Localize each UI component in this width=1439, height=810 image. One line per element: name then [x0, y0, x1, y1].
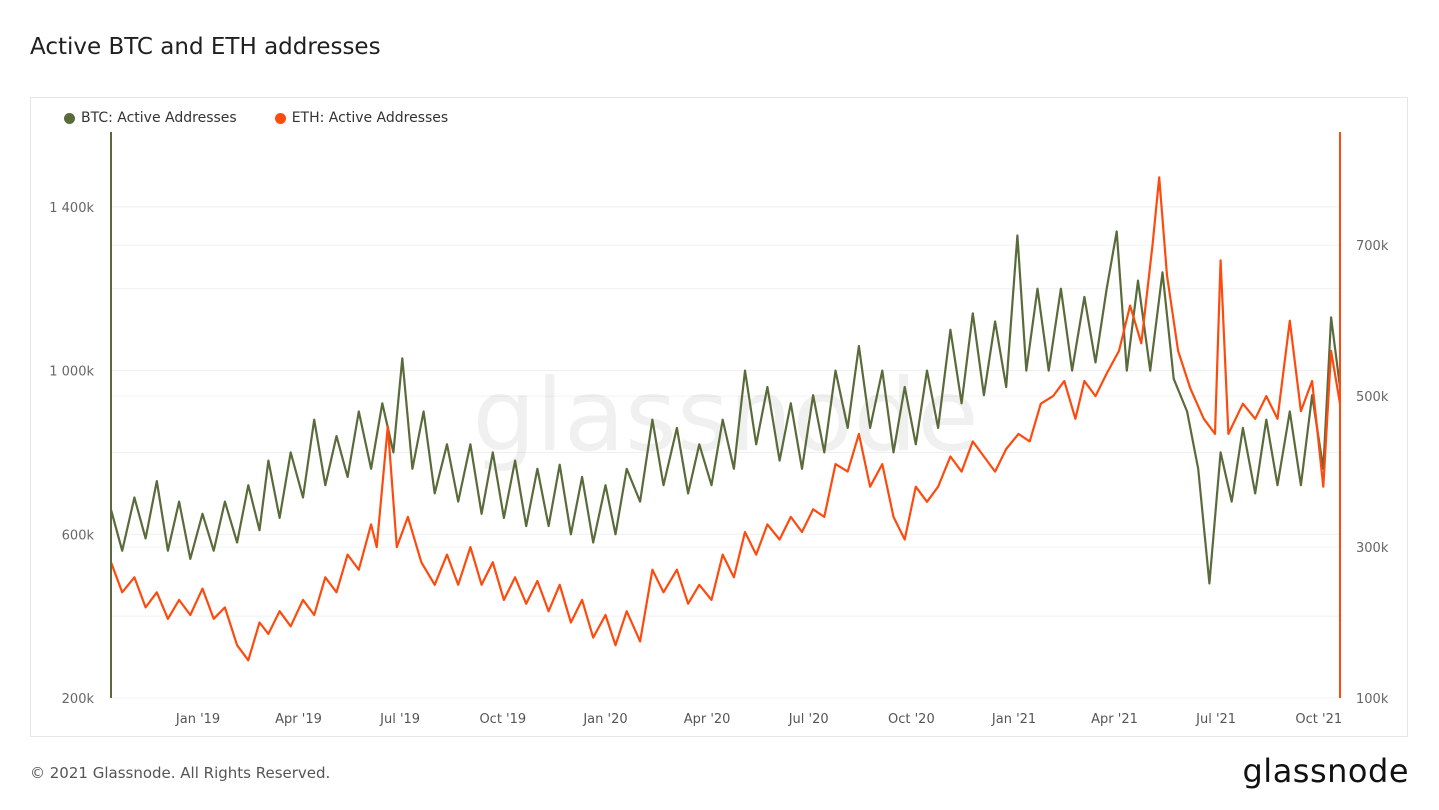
x-tick-label: Jan '21	[991, 712, 1036, 727]
x-tick-label: Oct '21	[1295, 712, 1342, 727]
y-right-tick-label: 700k	[1356, 239, 1389, 254]
y-left-tick-label: 200k	[62, 692, 95, 707]
x-tick-label: Apr '21	[1091, 712, 1138, 727]
x-tick-label: Jan '19	[175, 712, 220, 727]
y-left-tick-label: 1 000k	[49, 365, 94, 380]
legend-label-btc: BTC: Active Addresses	[81, 110, 237, 126]
legend-item-eth[interactable]: ETH: Active Addresses	[274, 110, 449, 126]
y-right-tick-label: 500k	[1356, 390, 1389, 405]
series-line-btc	[109, 230, 1342, 585]
chart-title: Active BTC and ETH addresses	[30, 34, 381, 60]
series-line-eth	[109, 176, 1342, 662]
watermark: glassnode	[472, 357, 978, 474]
chart-frame	[30, 97, 1408, 737]
glassnode-logo: glassnode	[1242, 752, 1409, 790]
legend-label-eth: ETH: Active Addresses	[291, 110, 449, 126]
y-right-tick-label: 300k	[1356, 541, 1389, 556]
x-tick-label: Jan '20	[582, 712, 627, 727]
x-tick-label: Jul '19	[379, 712, 420, 727]
y-left-tick-label: 600k	[62, 528, 95, 543]
x-tick-label: Jul '20	[788, 712, 829, 727]
eth-legend-dot-icon	[274, 112, 286, 124]
copyright: © 2021 Glassnode. All Rights Reserved.	[30, 764, 331, 782]
y-right-tick-label: 100k	[1356, 692, 1389, 707]
x-tick-label: Apr '19	[275, 712, 322, 727]
x-tick-label: Oct '20	[888, 712, 935, 727]
legend: BTC: Active Addresses ETH: Active Addres…	[64, 110, 448, 126]
x-tick-label: Jul '21	[1195, 712, 1236, 727]
x-tick-label: Oct '19	[479, 712, 526, 727]
legend-item-btc[interactable]: BTC: Active Addresses	[64, 110, 237, 126]
x-tick-label: Apr '20	[684, 712, 731, 727]
y-left-tick-label: 1 400k	[49, 201, 94, 216]
btc-legend-dot-icon	[64, 112, 75, 124]
